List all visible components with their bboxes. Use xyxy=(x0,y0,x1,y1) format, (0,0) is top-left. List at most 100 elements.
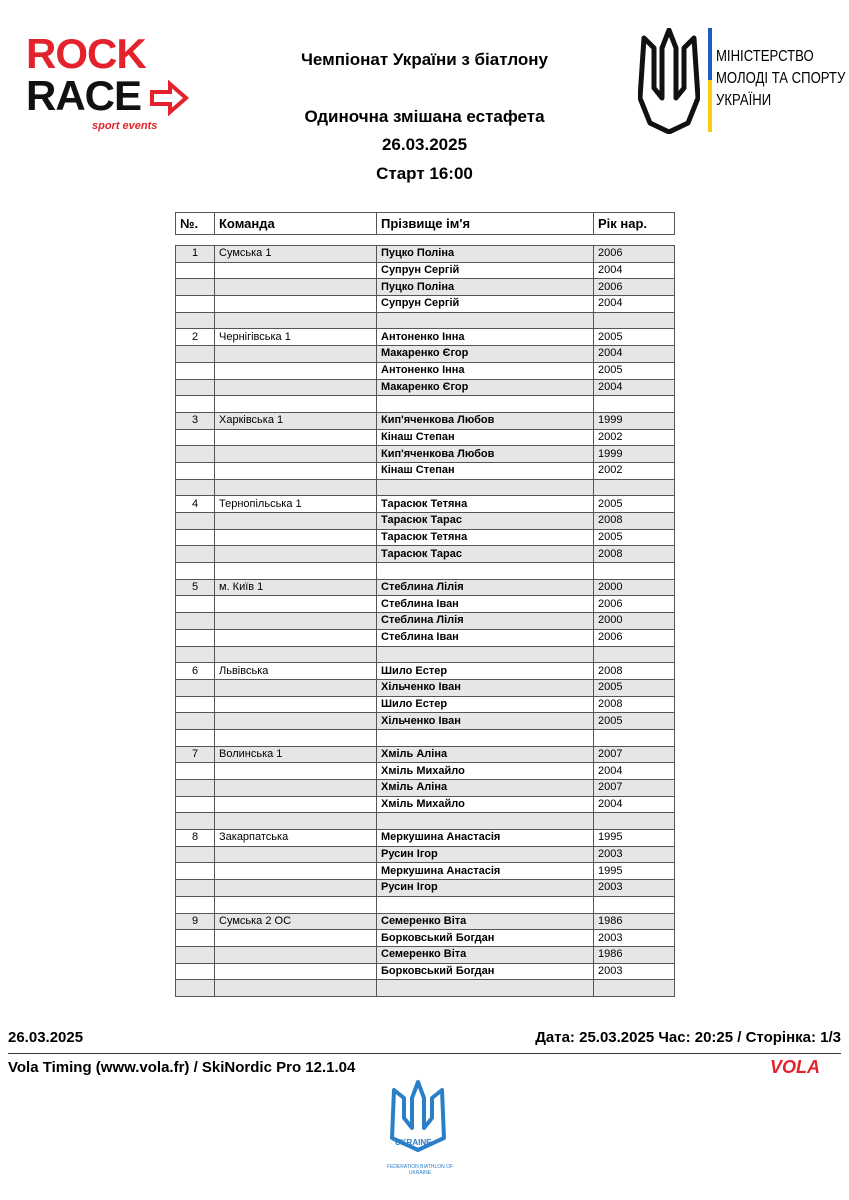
cell: 2007 xyxy=(593,745,675,764)
cell: Кип'яченкова Любов xyxy=(376,445,594,463)
row: 7 Волинська 1 Хміль Аліна 2007 xyxy=(175,745,675,764)
cell xyxy=(175,879,215,897)
cell xyxy=(214,862,377,881)
cell xyxy=(175,261,215,280)
cell xyxy=(175,478,215,497)
cell: Стеблина Іван xyxy=(376,628,594,647)
cell: Тарасюк Тетяна xyxy=(376,495,594,513)
row: Хільченко Іван 2005 xyxy=(175,712,675,730)
cell: Пуцко Поліна xyxy=(376,245,594,263)
cell: Сумська 2 ОС xyxy=(214,912,377,931)
cell xyxy=(376,645,594,664)
cell: 2004 xyxy=(593,378,675,397)
cell: Кінаш Степан xyxy=(376,461,594,480)
cell xyxy=(175,929,215,947)
cell: 2004 xyxy=(593,345,675,363)
row: Борковський Богдан 2003 xyxy=(175,929,675,947)
footer-date: 26.03.2025 xyxy=(8,1029,84,1046)
row: 4 Тернопільська 1 Тарасюк Тетяна 2005 xyxy=(175,495,675,513)
cell: Антоненко Інна xyxy=(376,328,594,347)
cell xyxy=(593,728,675,747)
cell xyxy=(593,478,675,497)
row: Тарасюк Тарас 2008 xyxy=(175,545,675,564)
cell xyxy=(175,762,215,780)
cell xyxy=(175,779,215,797)
spacer xyxy=(176,235,675,246)
cell: 2003 xyxy=(593,929,675,947)
row: Хміль Михайло 2004 xyxy=(175,762,675,780)
cell xyxy=(214,845,377,864)
cell: 2002 xyxy=(593,461,675,480)
cell xyxy=(175,562,215,580)
row xyxy=(175,478,675,497)
cell xyxy=(175,712,215,730)
cell: 2002 xyxy=(593,428,675,447)
cell: Тарасюк Тарас xyxy=(376,545,594,564)
cell xyxy=(214,428,377,447)
cell xyxy=(175,461,215,480)
cell: Харківська 1 xyxy=(214,411,377,430)
cell xyxy=(175,962,215,981)
cell xyxy=(376,728,594,747)
row: Макаренко Єгор 2004 xyxy=(175,378,675,397)
cell: 2003 xyxy=(593,962,675,981)
cell xyxy=(175,278,215,297)
cell: 7 xyxy=(175,745,215,764)
cell: 2004 xyxy=(593,795,675,814)
cell: Закарпатська xyxy=(214,829,377,847)
cell: 2008 xyxy=(593,512,675,530)
cell xyxy=(214,361,377,380)
cell: Шило Естер xyxy=(376,662,594,680)
cell xyxy=(214,512,377,530)
cell: Кип'яченкова Любов xyxy=(376,411,594,430)
cell: Русин Ігор xyxy=(376,845,594,864)
flag-yellow xyxy=(708,80,712,132)
cell xyxy=(175,728,215,747)
cell: Кінаш Степан xyxy=(376,428,594,447)
row: 8 Закарпатська Меркушина Анастасія 1995 xyxy=(175,829,675,847)
cell xyxy=(175,612,215,630)
cell: 2005 xyxy=(593,678,675,697)
cell xyxy=(593,979,675,997)
cell xyxy=(214,311,377,330)
cell xyxy=(175,595,215,614)
cell: 1995 xyxy=(593,862,675,881)
cell xyxy=(175,845,215,864)
cell: Хільченко Іван xyxy=(376,678,594,697)
cell xyxy=(175,378,215,397)
cell: 1 xyxy=(175,245,215,263)
cell xyxy=(593,311,675,330)
cell xyxy=(214,378,377,397)
cell: Меркушина Анастасія xyxy=(376,829,594,847)
cell: 2003 xyxy=(593,845,675,864)
logo-tagline: sport events xyxy=(92,120,158,132)
cell xyxy=(214,812,377,831)
row: Стеблина Лілія 2000 xyxy=(175,612,675,630)
cell xyxy=(214,945,377,964)
cell: Тарасюк Тарас xyxy=(376,512,594,530)
cell: Пуцко Поліна xyxy=(376,278,594,297)
cell: 9 xyxy=(175,912,215,931)
cell xyxy=(175,295,215,313)
cell: Львівська xyxy=(214,662,377,680)
cell: 2004 xyxy=(593,762,675,780)
trident xyxy=(638,28,700,134)
row: Хміль Михайло 2004 xyxy=(175,795,675,814)
cell: 2005 xyxy=(593,712,675,730)
cell xyxy=(593,645,675,664)
cell: 2000 xyxy=(593,612,675,630)
row: Меркушина Анастасія 1995 xyxy=(175,862,675,881)
cell xyxy=(593,562,675,580)
row: Семеренко Віта 1986 xyxy=(175,945,675,964)
cell: Семеренко Віта xyxy=(376,912,594,931)
cell xyxy=(214,895,377,914)
cell: 3 xyxy=(175,411,215,430)
cell: Чернігівська 1 xyxy=(214,328,377,347)
cell xyxy=(175,945,215,964)
cell: 2005 xyxy=(593,328,675,347)
cell: Волинська 1 xyxy=(214,745,377,764)
cell xyxy=(376,311,594,330)
cell: Стеблина Іван xyxy=(376,595,594,614)
federation-name: FEDERATION BIATHLON OF UKRAINE xyxy=(386,1164,454,1176)
